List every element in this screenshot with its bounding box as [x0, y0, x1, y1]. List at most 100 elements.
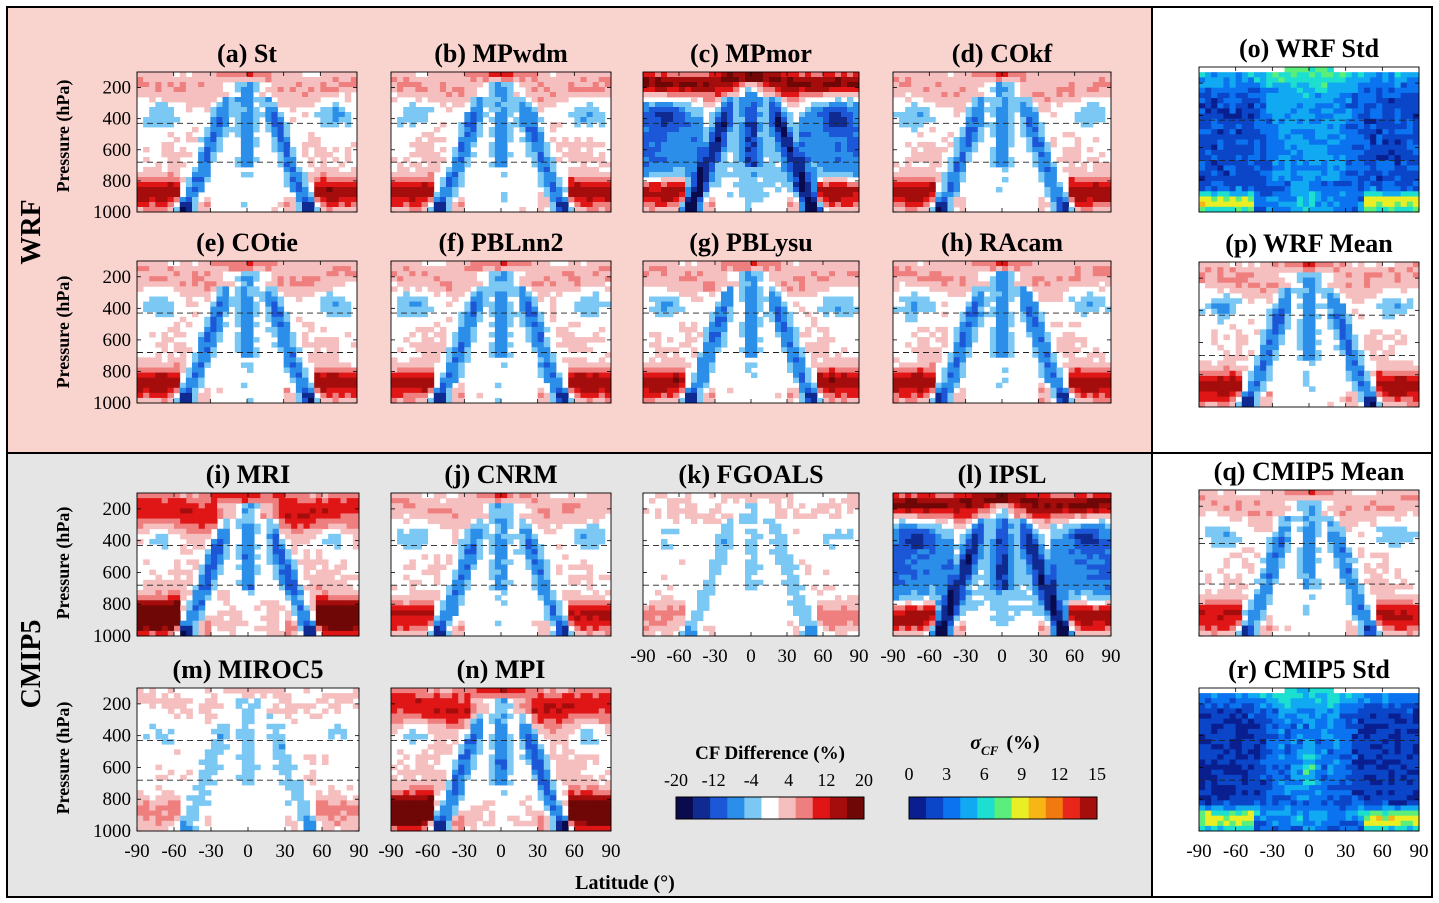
heatmap-cell	[941, 87, 948, 93]
heatmap-cell	[185, 377, 193, 384]
heatmap-cell	[421, 112, 429, 118]
heatmap-cell	[1074, 77, 1082, 83]
heatmap-cell	[446, 276, 453, 282]
heatmap-cell	[173, 377, 181, 384]
heatmap-cell	[265, 102, 272, 108]
heatmap-cell	[265, 77, 272, 83]
heatmap-cell	[277, 337, 285, 343]
heatmap-cell	[198, 177, 205, 183]
heatmap-cell	[799, 87, 806, 93]
heatmap-cell	[192, 311, 199, 318]
heatmap-cell	[216, 261, 223, 267]
heatmap-cell	[543, 72, 551, 78]
heatmap-cell	[673, 87, 680, 93]
heatmap-cell	[494, 92, 502, 98]
heatmap-cell	[655, 157, 662, 163]
heatmap-cell	[847, 122, 854, 128]
heatmap-cell	[989, 152, 997, 158]
heatmap-cell	[427, 367, 435, 373]
heatmap-cell	[409, 392, 416, 399]
heatmap-cell	[697, 197, 704, 203]
heatmap-cell	[757, 87, 764, 93]
heatmap-cell	[247, 301, 254, 308]
heatmap-cell	[667, 207, 674, 213]
heatmap-cell	[751, 92, 758, 98]
heatmap-cell	[314, 172, 321, 178]
heatmap-cell	[989, 102, 997, 108]
heatmap-cell	[149, 397, 156, 404]
heatmap-cell	[137, 271, 144, 277]
heatmap-cell	[391, 82, 398, 88]
heatmap-cell	[192, 266, 199, 272]
heatmap-cell	[739, 97, 746, 103]
heatmap-cell	[531, 326, 539, 333]
heatmap-cell	[149, 357, 156, 363]
heatmap-cell	[537, 152, 545, 158]
heatmap-cell	[350, 261, 358, 267]
heatmap-cell	[308, 207, 315, 213]
heatmap-cell	[452, 337, 459, 343]
heatmap-cell	[513, 102, 520, 108]
heatmap-cell	[409, 152, 416, 158]
heatmap-cell	[350, 367, 358, 373]
heatmap-cell	[439, 332, 447, 338]
heatmap-cell	[427, 397, 435, 404]
heatmap-cell	[433, 97, 441, 103]
heatmap-cell	[793, 97, 800, 103]
heatmap-cell	[995, 112, 1003, 118]
heatmap-cell	[781, 342, 788, 348]
heatmap-cell	[204, 207, 211, 213]
heatmap-cell	[167, 187, 175, 193]
heatmap-cell	[501, 157, 508, 163]
heatmap-cell	[655, 142, 662, 148]
heatmap-cell	[923, 281, 930, 287]
heatmap-cell	[265, 266, 272, 272]
heatmap-cell	[338, 107, 346, 113]
heatmap-cell	[537, 157, 545, 163]
heatmap-cell	[501, 291, 508, 297]
heatmap-cell	[805, 286, 812, 292]
heatmap-cell	[277, 342, 285, 348]
heatmap-cell	[452, 367, 459, 373]
heatmap-cell	[905, 87, 912, 93]
heatmap-cell	[823, 137, 830, 143]
heatmap-cell	[817, 137, 824, 143]
heatmap-cell	[265, 261, 272, 267]
heatmap-cell	[179, 271, 187, 277]
heatmap-cell	[488, 102, 496, 108]
heatmap-cell	[415, 182, 422, 188]
heatmap-cell	[543, 202, 551, 208]
heatmap-cell	[781, 316, 788, 323]
heatmap-cell	[332, 377, 340, 384]
heatmap-cell	[592, 271, 600, 277]
heatmap-cell	[295, 97, 303, 103]
heatmap-cell	[240, 342, 248, 348]
heatmap-cell	[314, 137, 321, 143]
heatmap-cell	[911, 87, 918, 93]
heatmap-cell	[661, 197, 668, 203]
heatmap-cell	[853, 276, 860, 282]
heatmap-cell	[446, 207, 453, 213]
heatmap-cell	[769, 72, 776, 78]
heatmap-cell	[697, 367, 704, 373]
heatmap-cell	[1050, 192, 1057, 198]
heatmap-cell	[835, 387, 842, 394]
heatmap-cell	[829, 261, 836, 267]
heatmap-cell	[649, 207, 656, 213]
heatmap-cell	[709, 182, 716, 188]
heatmap-cell	[673, 301, 680, 308]
heatmap-cell	[691, 276, 698, 282]
heatmap-cell	[314, 192, 321, 198]
heatmap-cell	[271, 92, 278, 98]
heatmap-cell	[733, 102, 740, 108]
heatmap-cell	[476, 107, 484, 113]
heatmap-cell	[289, 102, 297, 108]
heatmap-cell	[709, 167, 716, 173]
heatmap-cell	[302, 147, 309, 153]
heatmap-cell	[805, 132, 812, 138]
heatmap-cell	[1080, 122, 1088, 128]
heatmap-cell	[727, 92, 734, 98]
heatmap-cell	[556, 397, 563, 404]
heatmap-cell	[1074, 182, 1082, 188]
